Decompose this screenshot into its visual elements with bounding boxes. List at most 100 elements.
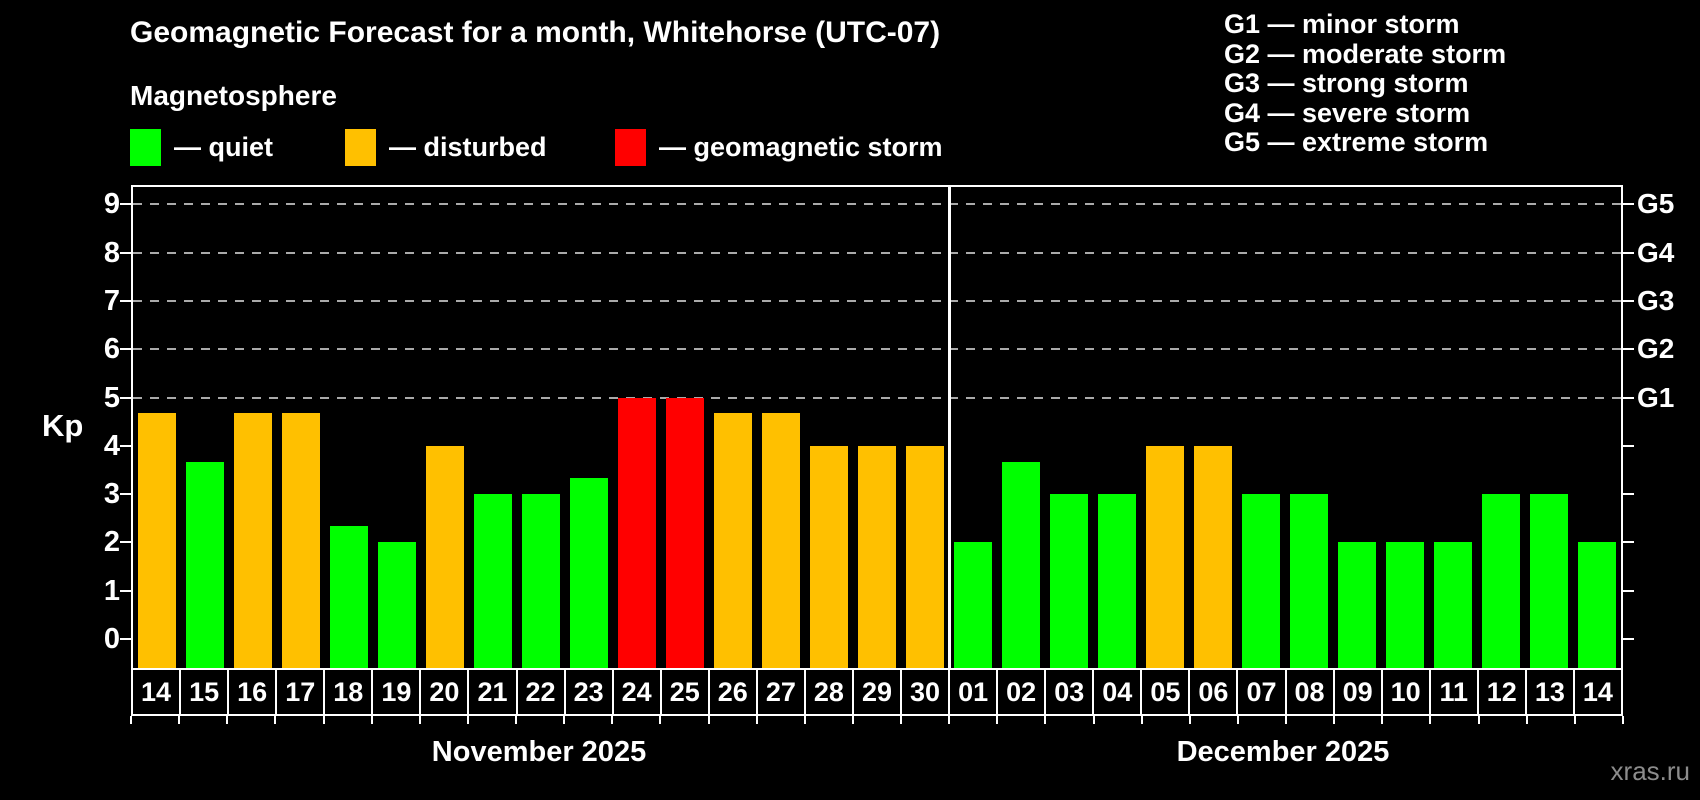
kp-bar-november-30 — [906, 445, 944, 668]
x-subtick-29 — [1526, 716, 1528, 724]
day-label-strip: 14 15 16 17 18 19 20 21 22 23 24 25 26 27 28 29 30 01 02 03… — [131, 668, 1623, 716]
legend-item-disturbed: — disturbed — [345, 127, 547, 167]
x-subtick-16 — [900, 716, 902, 724]
y-tick-label-9: 9 — [103, 188, 120, 221]
left-tick-4 — [120, 444, 131, 447]
right-axis-label-G5: G5 — [1637, 188, 1675, 220]
right-tick-8 — [1623, 251, 1634, 254]
left-tick-5 — [120, 396, 131, 399]
x-subtick-13 — [756, 716, 758, 724]
day-label-december-14: 14 — [1572, 670, 1621, 714]
day-label-december-09: 09 — [1332, 670, 1381, 714]
x-subtick-17 — [948, 716, 950, 724]
kp-bar-november-17 — [282, 413, 320, 668]
quiet-color-swatch — [130, 128, 161, 166]
x-subtick-14 — [804, 716, 806, 724]
day-label-november-25: 25 — [659, 670, 708, 714]
kp-bar-december-06 — [1194, 445, 1232, 668]
legend-label-quiet: — quiet — [174, 131, 273, 162]
kp-bar-december-13 — [1530, 494, 1568, 668]
right-tick-7 — [1623, 299, 1634, 302]
kp-bar-november-24 — [618, 397, 656, 668]
day-label-november-16: 16 — [227, 670, 275, 714]
legend-item-storm: — geomagnetic storm — [615, 127, 943, 167]
right-tick-1 — [1623, 589, 1634, 592]
x-subtick-28 — [1478, 716, 1480, 724]
day-label-december-06: 06 — [1188, 670, 1236, 714]
kp-bar-november-16 — [234, 413, 272, 668]
x-subtick-5 — [371, 716, 373, 724]
kp-bar-december-05 — [1146, 445, 1184, 668]
y-axis-title: Kp — [42, 408, 84, 443]
x-subtick-6 — [419, 716, 421, 724]
kp-bar-december-04 — [1098, 494, 1136, 668]
x-subtick-10 — [611, 716, 613, 724]
kp-bar-november-28 — [810, 445, 848, 668]
left-tick-9 — [120, 203, 131, 206]
y-tick-label-4: 4 — [103, 429, 120, 462]
x-subtick-4 — [323, 716, 325, 724]
day-label-december-08: 08 — [1284, 670, 1333, 714]
x-subtick-1 — [178, 716, 180, 724]
chart-title: Geomagnetic Forecast for a month, Whiteh… — [130, 16, 941, 49]
month-label-december: December 2025 — [1176, 736, 1390, 768]
day-label-november-14: 14 — [141, 676, 172, 707]
day-label-november-20: 20 — [419, 670, 467, 714]
x-subtick-11 — [659, 716, 661, 724]
day-label-december-05: 05 — [1140, 670, 1188, 714]
y-tick-label-8: 8 — [103, 236, 120, 269]
right-tick-3 — [1623, 493, 1634, 496]
disturbed-color-swatch — [345, 128, 376, 166]
kp-bar-december-09 — [1338, 542, 1376, 668]
legend-item-quiet: — quiet — [130, 127, 273, 167]
day-label-november-18: 18 — [323, 670, 371, 714]
kp-bar-december-07 — [1242, 494, 1280, 668]
g1-legend-line: G1 — minor storm — [1224, 9, 1460, 39]
x-subtick-0 — [130, 716, 132, 724]
left-tick-3 — [120, 493, 131, 496]
x-subtick-18 — [996, 716, 998, 724]
left-tick-0 — [120, 638, 131, 641]
day-label-december-11: 11 — [1428, 670, 1477, 714]
x-subtick-20 — [1093, 716, 1095, 724]
x-subtick-19 — [1044, 716, 1046, 724]
right-axis-label-G1: G1 — [1637, 381, 1675, 413]
day-label-november-15: 15 — [179, 670, 227, 714]
kp-bar-november-26 — [714, 413, 752, 668]
gridline-kp-7 — [133, 299, 1621, 302]
g-scale-legend: G1 — minor storm G2 — moderate storm G3 … — [1224, 9, 1507, 158]
x-subtick-30 — [1574, 716, 1576, 724]
x-subtick-7 — [467, 716, 469, 724]
x-subtick-21 — [1141, 716, 1143, 724]
kp-bar-december-10 — [1386, 542, 1424, 668]
day-label-december-02: 02 — [996, 670, 1044, 714]
day-label-december-07: 07 — [1236, 670, 1284, 714]
x-subtick-27 — [1429, 716, 1431, 724]
kp-bar-november-19 — [378, 542, 416, 668]
day-label-november-27: 27 — [755, 670, 804, 714]
kp-bar-november-22 — [522, 494, 560, 668]
kp-bar-december-01 — [954, 542, 992, 668]
x-subtick-23 — [1237, 716, 1239, 724]
legend-label-disturbed: — disturbed — [389, 131, 547, 162]
day-label-november-21: 21 — [467, 670, 515, 714]
kp-bar-november-27 — [762, 413, 800, 668]
kp-bar-november-18 — [330, 526, 368, 668]
day-label-november-28: 28 — [803, 670, 852, 714]
g2-legend-line: G2 — moderate storm — [1224, 38, 1507, 69]
day-label-november-26: 26 — [707, 670, 756, 714]
kp-bar-december-12 — [1482, 494, 1520, 668]
right-tick-4 — [1623, 444, 1634, 447]
y-tick-label-2: 2 — [103, 526, 120, 559]
gridline-kp-6 — [133, 348, 1621, 351]
day-label-november-29: 29 — [851, 670, 900, 714]
kp-bar-november-15 — [186, 461, 224, 668]
x-subtick-25 — [1333, 716, 1335, 724]
gridline-kp-5 — [133, 396, 1621, 399]
x-subtick-15 — [852, 716, 854, 724]
kp-bar-december-02 — [1002, 461, 1040, 668]
kp-bar-december-11 — [1434, 542, 1472, 668]
x-subtick-9 — [563, 716, 565, 724]
x-subtick-12 — [708, 716, 710, 724]
